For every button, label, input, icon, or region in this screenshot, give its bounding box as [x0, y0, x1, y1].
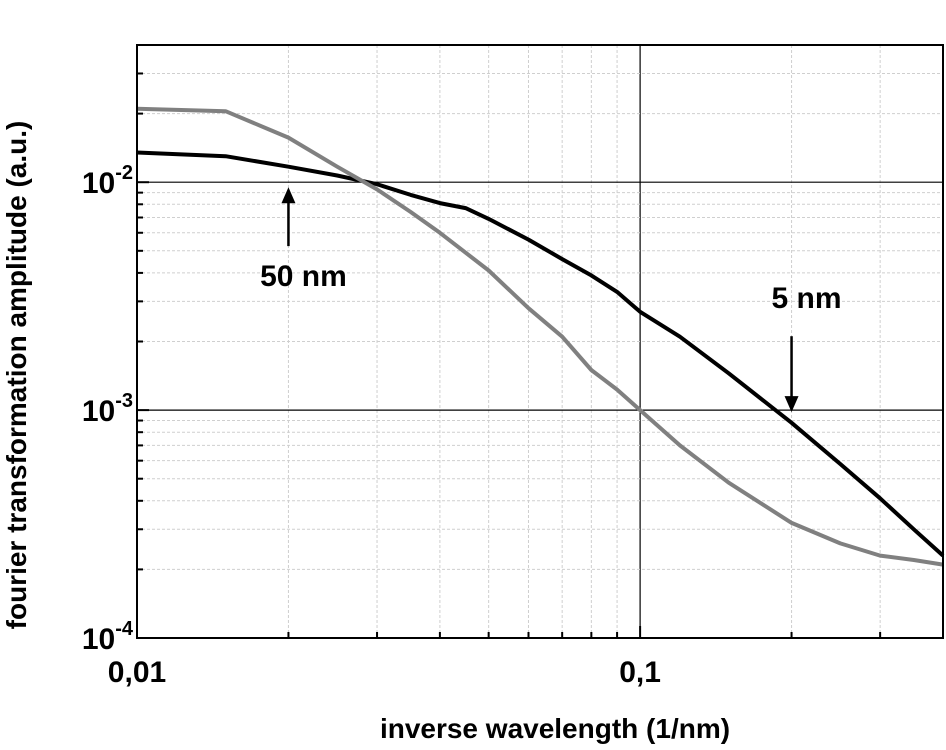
annotation-arrowhead	[784, 396, 799, 413]
annotation-label: 50 nm	[260, 260, 347, 293]
plot-frame	[136, 44, 944, 639]
y-tick-label: 10-2	[82, 162, 133, 200]
x-axis-title: inverse wavelength (1/nm)	[380, 713, 730, 744]
annotations: 50 nm 5 nm	[260, 187, 842, 413]
tick-labels: 0,01 0,1 10-4 10-3 10-2	[82, 162, 661, 689]
y-tick-label: 10-4	[82, 618, 134, 656]
x-tick-label: 0,1	[619, 656, 661, 689]
y-axis-title: fourier transformation amplitude (a.u.)	[1, 121, 32, 630]
y-tick-label: 10-3	[82, 390, 133, 428]
annotation-arrowhead	[281, 187, 296, 204]
series-line-2	[136, 106, 944, 567]
annotation-label: 5 nm	[772, 282, 842, 315]
grid	[136, 44, 944, 639]
x-tick-label: 0,01	[108, 656, 166, 689]
series-line-1	[136, 150, 945, 558]
series-lines	[136, 106, 945, 567]
